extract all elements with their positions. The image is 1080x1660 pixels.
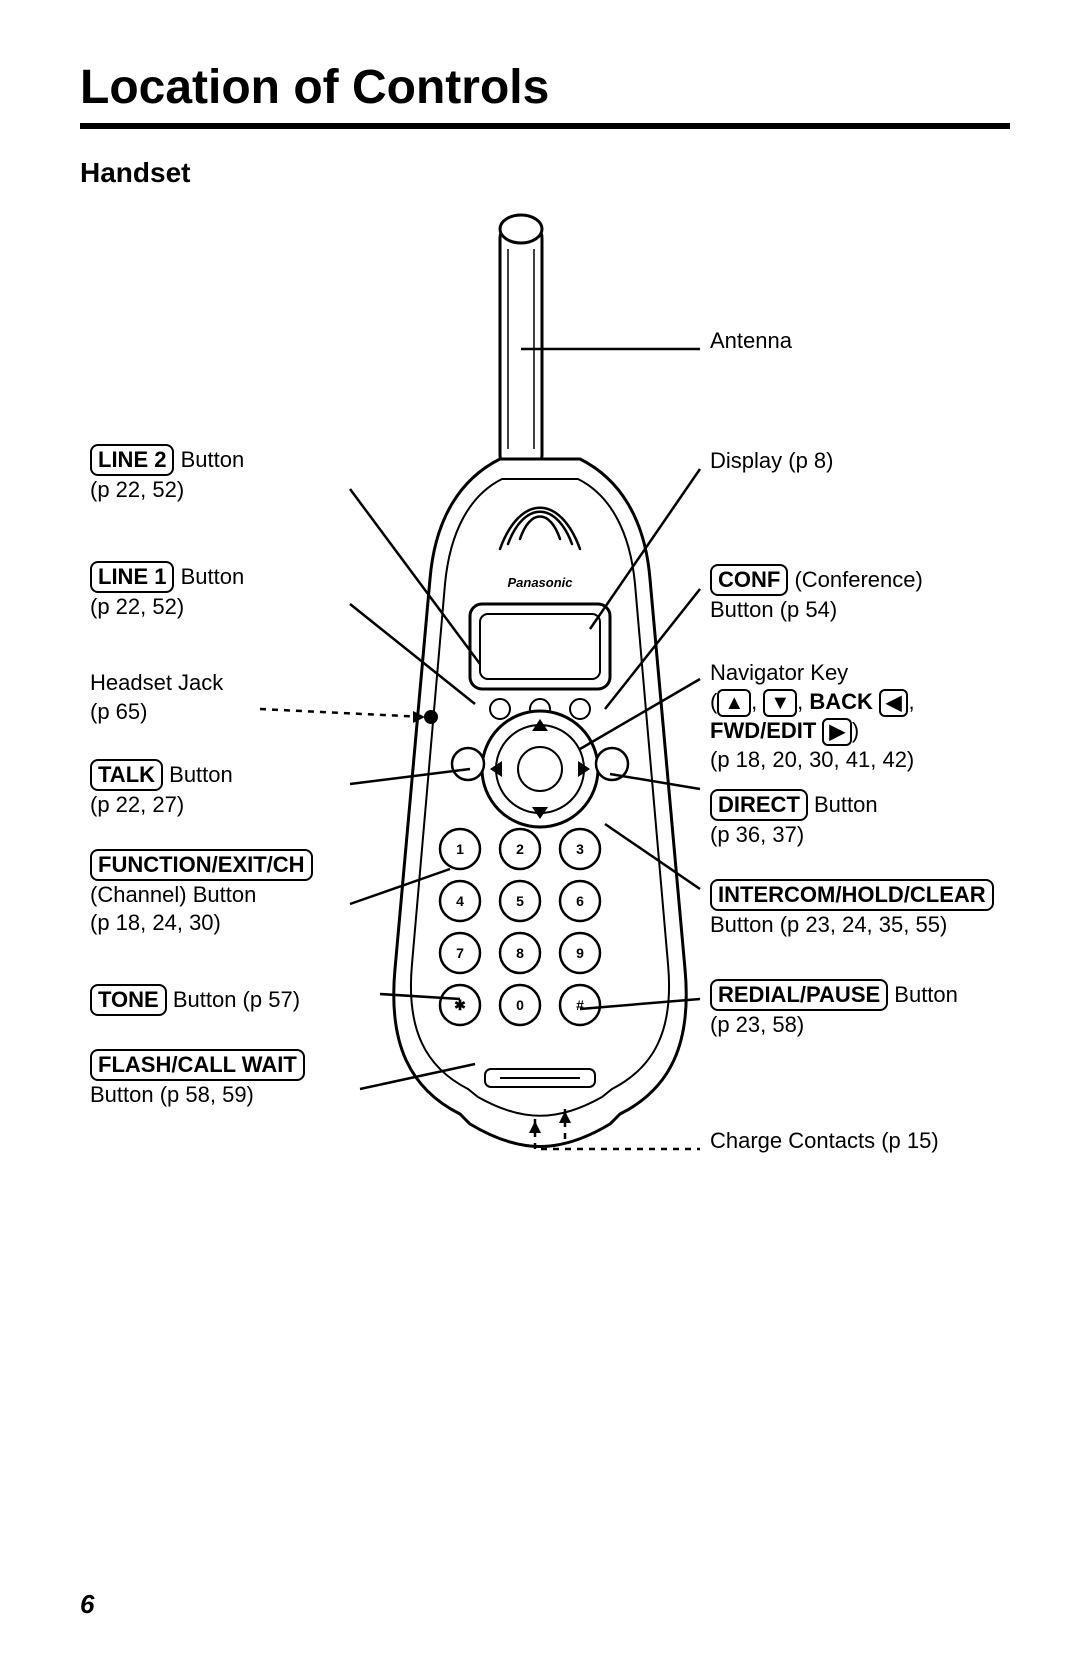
svg-text:5: 5 <box>516 893 524 909</box>
svg-text:4: 4 <box>456 893 464 909</box>
title-underline <box>80 123 1010 129</box>
key-down-icon: ▼ <box>763 689 797 717</box>
label-display: Display (p 8) <box>710 447 833 476</box>
label-line2: LINE 2 Button (p 22, 52) <box>90 444 244 504</box>
page-number: 6 <box>80 1589 94 1620</box>
key-up-icon: ▲ <box>717 689 751 717</box>
section-subtitle: Handset <box>80 157 1010 189</box>
svg-text:8: 8 <box>516 945 524 961</box>
label-conf: CONF (Conference) Button (p 54) <box>710 564 923 624</box>
manual-page: Location of Controls Handset Panasonic 1 2… <box>0 0 1080 1660</box>
label-flash: FLASH/CALL WAIT Button (p 58, 59) <box>90 1049 305 1109</box>
label-redial: REDIAL/PAUSE Button (p 23, 58) <box>710 979 958 1039</box>
label-intercom: INTERCOM/HOLD/CLEAR Button (p 23, 24, 35… <box>710 879 994 939</box>
label-headset: Headset Jack (p 65) <box>90 669 223 726</box>
page-title: Location of Controls <box>80 60 1010 115</box>
label-function: FUNCTION/EXIT/CH (Channel) Button (p 18,… <box>90 849 313 938</box>
svg-text:#: # <box>576 997 584 1013</box>
key-back-icon: ◀ <box>879 689 908 717</box>
label-direct: DIRECT Button (p 36, 37) <box>710 789 878 849</box>
svg-text:6: 6 <box>576 893 584 909</box>
svg-text:1: 1 <box>456 841 464 857</box>
label-tone: TONE Button (p 57) <box>90 984 300 1016</box>
handset-diagram: Panasonic123456789✱0# Antenna Display (p… <box>80 209 1000 1409</box>
label-line1: LINE 1 Button (p 22, 52) <box>90 561 244 621</box>
svg-text:9: 9 <box>576 945 584 961</box>
svg-text:Panasonic: Panasonic <box>507 575 573 590</box>
svg-text:7: 7 <box>456 945 464 961</box>
label-charge: Charge Contacts (p 15) <box>710 1127 939 1156</box>
key-fwd-icon: ▶ <box>822 718 851 746</box>
label-antenna: Antenna <box>710 327 792 356</box>
svg-text:2: 2 <box>516 841 524 857</box>
svg-text:3: 3 <box>576 841 584 857</box>
label-navigator: Navigator Key (▲, ▼, BACK ◀, FWD/EDIT ▶)… <box>710 659 1010 775</box>
svg-text:0: 0 <box>516 997 524 1013</box>
label-talk: TALK Button (p 22, 27) <box>90 759 233 819</box>
